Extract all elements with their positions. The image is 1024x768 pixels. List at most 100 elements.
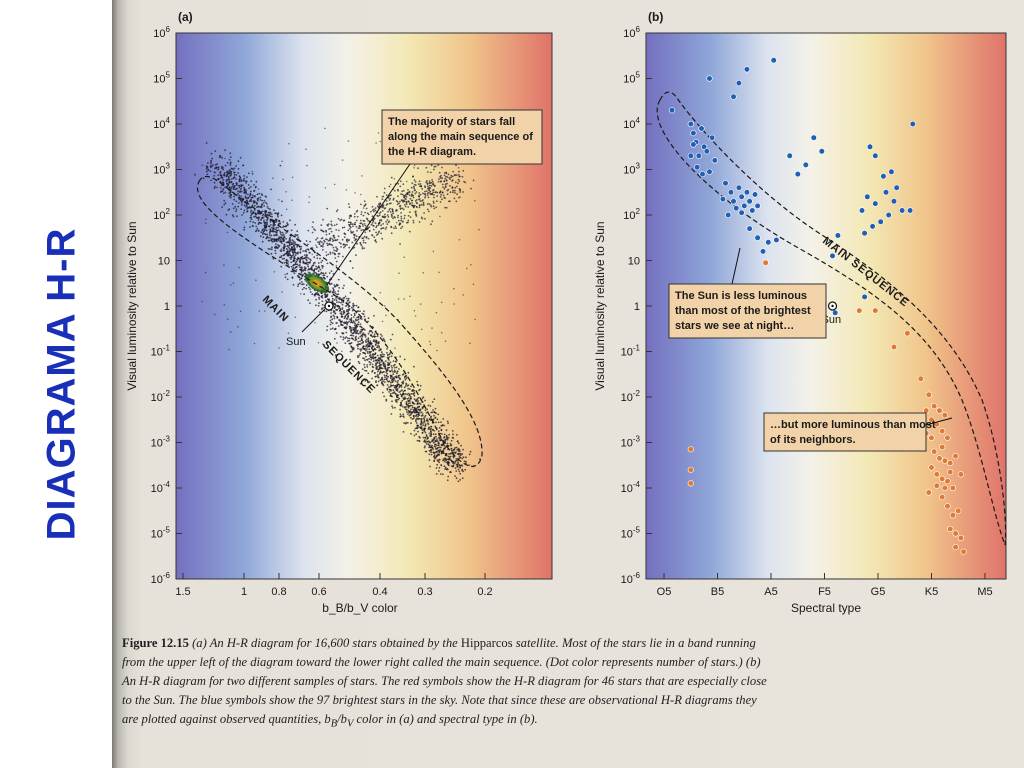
- star-point-a: [428, 188, 431, 191]
- star-point-a: [400, 402, 402, 404]
- star-point-a: [360, 229, 363, 232]
- star-point-a: [372, 228, 375, 231]
- star-point-a: [296, 234, 299, 236]
- star-point-a: [241, 199, 244, 202]
- star-point-a: [398, 377, 401, 379]
- star-point-a: [424, 431, 427, 434]
- star-point-a: [418, 414, 421, 416]
- star-point-a: [251, 204, 254, 207]
- star-point-a: [468, 464, 470, 467]
- star-point-a: [378, 357, 381, 360]
- star-point-a: [245, 204, 248, 207]
- star-point-a: [425, 181, 428, 184]
- chart-panel-b: O5 B5 A5 F5 G5 K5 M510610510410310210110-110-2…: [593, 10, 1007, 615]
- star-point-a: [289, 234, 292, 237]
- star-point-a: [269, 215, 272, 218]
- star-point-a: [385, 200, 388, 202]
- star-point-a: [370, 330, 373, 333]
- star-point-a: [437, 164, 440, 167]
- red-star-point: [928, 416, 935, 423]
- star-point-a: [308, 201, 310, 204]
- star-point-a: [347, 310, 350, 313]
- star-point-a: [210, 152, 213, 155]
- star-point-a: [381, 335, 383, 337]
- star-point-a: [245, 221, 248, 224]
- star-point-a: [418, 180, 421, 183]
- star-point-a: [276, 214, 279, 216]
- star-point-a: [386, 348, 388, 350]
- star-point-a: [352, 332, 355, 335]
- star-point-a: [391, 369, 393, 372]
- star-point-a: [394, 347, 396, 350]
- star-point-a: [450, 444, 453, 446]
- star-point-a: [418, 192, 421, 194]
- star-point-a: [253, 184, 255, 186]
- star-point-a: [405, 180, 408, 183]
- star-point-a: [378, 212, 381, 215]
- star-point-a: [414, 181, 417, 183]
- star-point-a: [445, 206, 448, 209]
- star-point-a: [358, 354, 361, 357]
- star-point-a: [359, 335, 362, 338]
- star-point-a: [411, 418, 414, 420]
- star-point-a: [311, 293, 314, 296]
- star-point-a: [339, 312, 342, 315]
- star-point-a: [433, 460, 436, 462]
- star-point-a: [290, 229, 293, 232]
- star-point-a: [417, 400, 419, 402]
- star-point-a: [438, 461, 441, 464]
- star-point-a: [446, 479, 449, 482]
- star-point-a: [405, 198, 407, 201]
- star-point-a: [367, 342, 369, 345]
- star-point-a: [386, 351, 388, 354]
- star-point-a: [453, 287, 455, 290]
- star-point-a: [397, 216, 399, 219]
- x-tick-label-b: G5: [871, 586, 886, 598]
- star-point-a: [443, 187, 446, 190]
- star-point-a: [403, 217, 406, 220]
- star-point-a: [334, 257, 337, 259]
- star-point-a: [444, 206, 446, 209]
- star-point-a: [340, 242, 342, 245]
- star-point-a: [441, 424, 444, 426]
- star-point-a: [430, 433, 433, 435]
- star-point-a: [430, 184, 433, 187]
- star-point-a: [428, 418, 431, 420]
- blue-star-point: [898, 207, 906, 214]
- star-point-a: [374, 352, 377, 354]
- star-point-a: [309, 240, 311, 243]
- star-point-a: [438, 178, 440, 181]
- star-point-a: [478, 228, 480, 231]
- star-point-a: [368, 345, 371, 348]
- star-point-a: [387, 380, 390, 383]
- star-point-a: [383, 207, 386, 210]
- star-point-a: [321, 264, 323, 267]
- star-point-a: [432, 433, 435, 436]
- star-point-a: [365, 338, 368, 341]
- star-point-a: [385, 399, 388, 402]
- star-point-a: [237, 326, 239, 328]
- blue-star-point: [699, 171, 706, 178]
- star-point-a: [361, 334, 364, 337]
- star-point-a: [224, 164, 227, 167]
- star-point-a: [454, 447, 456, 449]
- star-point-a: [330, 223, 333, 226]
- star-point-a: [428, 191, 430, 194]
- blue-star-point: [770, 57, 777, 64]
- star-point-a: [326, 242, 328, 245]
- star-point-a: [433, 454, 436, 457]
- star-point-a: [357, 340, 359, 343]
- star-point-a: [350, 331, 353, 334]
- star-point-a: [385, 375, 388, 377]
- star-point-a: [271, 230, 274, 233]
- star-point-a: [372, 225, 375, 227]
- star-point-a: [253, 209, 256, 211]
- star-point-a: [376, 354, 379, 357]
- star-point-a: [285, 208, 288, 211]
- star-point-a: [409, 197, 412, 200]
- star-point-a: [439, 215, 441, 218]
- star-point-a: [412, 219, 415, 222]
- star-point-a: [219, 154, 221, 157]
- star-point-a: [440, 464, 443, 466]
- star-point-a: [418, 194, 421, 197]
